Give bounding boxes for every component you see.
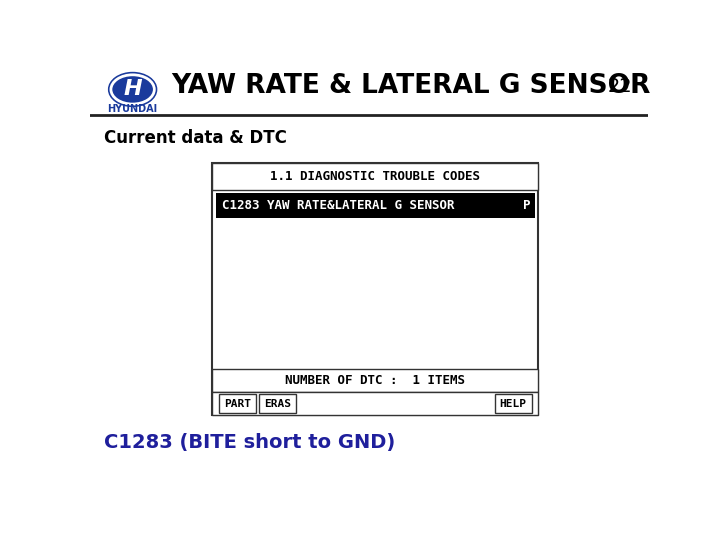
Text: PART: PART [224,399,251,409]
Text: NUMBER OF DTC :  1 ITEMS: NUMBER OF DTC : 1 ITEMS [285,374,465,387]
Text: YAW RATE & LATERAL G SENSOR: YAW RATE & LATERAL G SENSOR [171,73,651,99]
Bar [212,369,538,392]
Text: Current data & DTC: Current data & DTC [104,129,287,147]
Text: P: P [523,199,530,212]
Text: HYUNDAI: HYUNDAI [107,104,158,114]
Text: H: H [123,79,142,99]
Text: C1283 (BITE short to GND): C1283 (BITE short to GND) [104,433,395,451]
Text: 22: 22 [608,77,632,96]
Bar [219,394,256,413]
Bar [212,164,538,415]
Ellipse shape [111,75,154,104]
Bar [215,193,535,218]
Ellipse shape [109,72,157,106]
Text: HELP: HELP [500,399,526,409]
Bar [495,394,532,413]
Text: C1283 YAW RATE&LATERAL G SENSOR: C1283 YAW RATE&LATERAL G SENSOR [222,199,454,212]
Bar [212,392,538,415]
Text: 1.1 DIAGNOSTIC TROUBLE CODES: 1.1 DIAGNOSTIC TROUBLE CODES [270,170,480,184]
Text: ERAS: ERAS [264,399,291,409]
Bar [259,394,296,413]
Bar [212,164,538,190]
